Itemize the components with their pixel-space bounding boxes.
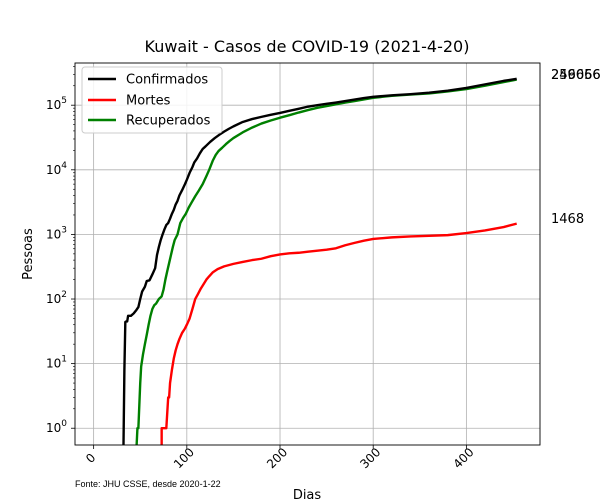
series-line-mortes <box>160 222 518 445</box>
series-line-confirmados <box>122 77 517 445</box>
y-axis-ticks: 100 101 102 103 104 105 <box>46 66 75 435</box>
legend-label-confirmados: Confirmados <box>126 73 208 88</box>
y-tick-label: 105 <box>46 96 67 112</box>
end-label-mortes: 1468 <box>551 212 584 227</box>
chart-title: Kuwait - Casos de COVID-19 (2021-4-20) <box>145 37 470 56</box>
source-footnote: Fonte: JHU CSSE, desde 2020-1-22 <box>75 479 221 489</box>
series-layer <box>122 77 518 445</box>
y-tick-label: 101 <box>46 355 67 371</box>
end-label-recuperados: 249656 <box>551 68 600 83</box>
chart-legend: Confirmados Mortes Recuperados <box>81 66 223 134</box>
y-tick-label: 103 <box>46 225 67 241</box>
y-tick-label: 104 <box>46 161 67 177</box>
y-tick-label: 102 <box>46 290 67 306</box>
y-axis-label: Pessoas <box>21 228 36 280</box>
series-line-recuperados <box>135 78 517 445</box>
legend-label-mortes: Mortes <box>126 94 171 109</box>
x-axis-label: Dias <box>293 488 322 500</box>
legend-label-recuperados: Recuperados <box>126 114 211 129</box>
y-tick-label: 100 <box>46 419 67 435</box>
end-label-confirmados: 256066 <box>551 68 600 83</box>
legend-box <box>81 66 223 134</box>
end-value-labels: 256066 249656 1468 <box>551 68 600 227</box>
